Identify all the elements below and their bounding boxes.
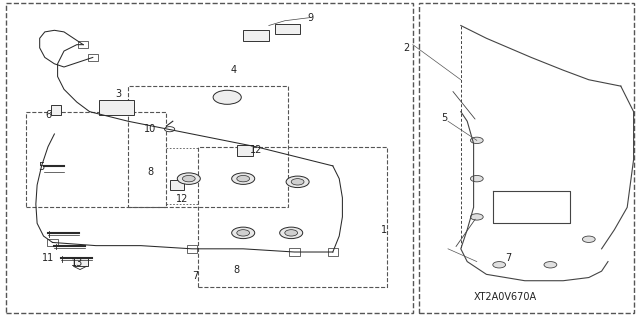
Bar bbox=[74, 258, 88, 266]
Text: 2: 2 bbox=[403, 43, 410, 53]
Bar bbox=[328, 248, 338, 256]
Circle shape bbox=[237, 230, 250, 236]
Text: 4: 4 bbox=[230, 65, 237, 75]
Text: 10: 10 bbox=[144, 124, 157, 134]
Bar bbox=[187, 245, 197, 253]
Circle shape bbox=[232, 227, 255, 239]
Text: 8: 8 bbox=[147, 167, 154, 177]
Text: XT2A0V670A: XT2A0V670A bbox=[474, 292, 537, 302]
Bar bbox=[237, 145, 253, 156]
Text: 12: 12 bbox=[250, 145, 262, 155]
Bar bbox=[99, 100, 134, 115]
Text: 1: 1 bbox=[381, 225, 387, 235]
Circle shape bbox=[237, 175, 250, 182]
Circle shape bbox=[582, 236, 595, 242]
Text: 12: 12 bbox=[176, 194, 189, 204]
Bar bbox=[26, 112, 166, 207]
Bar bbox=[6, 3, 413, 313]
Bar bbox=[51, 105, 61, 115]
Circle shape bbox=[285, 230, 298, 236]
Circle shape bbox=[232, 173, 255, 184]
Bar bbox=[88, 54, 98, 61]
Bar bbox=[170, 180, 184, 190]
Circle shape bbox=[544, 262, 557, 268]
Circle shape bbox=[291, 179, 304, 185]
Text: 9: 9 bbox=[307, 12, 314, 23]
Bar bbox=[198, 147, 387, 287]
Bar bbox=[47, 239, 58, 246]
Text: 3: 3 bbox=[115, 89, 122, 99]
Circle shape bbox=[280, 227, 303, 239]
Bar bbox=[419, 3, 634, 313]
Bar bbox=[78, 41, 88, 48]
Text: 6: 6 bbox=[45, 110, 51, 120]
Bar bbox=[289, 248, 300, 256]
Text: 8: 8 bbox=[234, 264, 240, 275]
Circle shape bbox=[470, 214, 483, 220]
Text: 5: 5 bbox=[38, 162, 45, 173]
Circle shape bbox=[177, 173, 200, 184]
Circle shape bbox=[470, 137, 483, 144]
Circle shape bbox=[213, 90, 241, 104]
Text: 7: 7 bbox=[506, 253, 512, 263]
Text: 7: 7 bbox=[192, 271, 198, 281]
Circle shape bbox=[164, 127, 175, 132]
Circle shape bbox=[286, 176, 309, 188]
Bar bbox=[275, 24, 300, 34]
Bar bbox=[128, 86, 288, 207]
Bar bbox=[243, 30, 269, 41]
Circle shape bbox=[493, 262, 506, 268]
Text: 11: 11 bbox=[42, 253, 54, 263]
Circle shape bbox=[182, 175, 195, 182]
Circle shape bbox=[470, 175, 483, 182]
Text: 13: 13 bbox=[70, 258, 83, 268]
Text: 5: 5 bbox=[442, 113, 448, 123]
